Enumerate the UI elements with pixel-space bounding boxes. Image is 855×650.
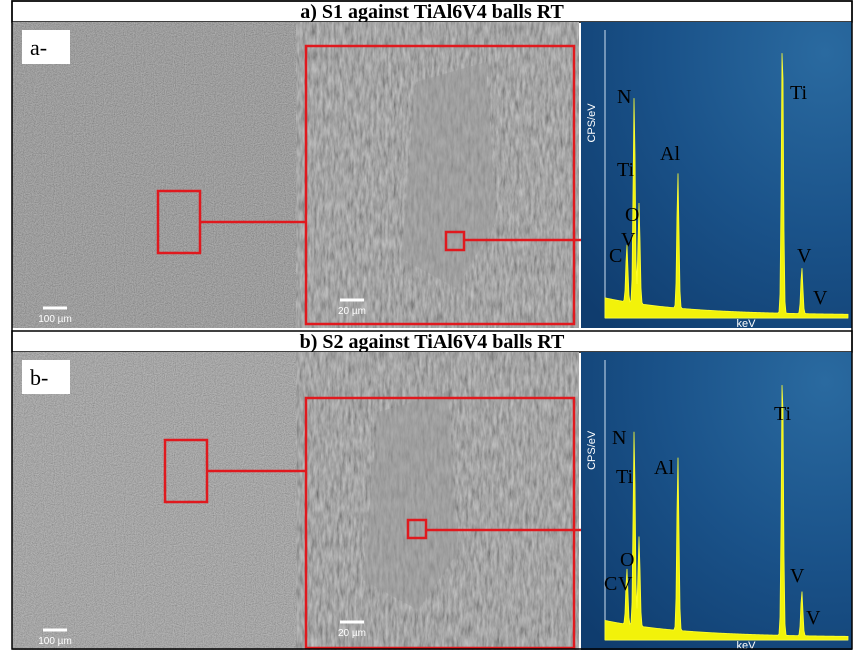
- scale-label: 20 µm: [338, 628, 366, 639]
- peak-label: N: [612, 427, 626, 449]
- peak-label: V: [813, 287, 828, 309]
- peak-label: Al: [660, 143, 680, 165]
- peak-label: V: [621, 229, 636, 251]
- peak-label: V: [797, 245, 812, 267]
- peak-label: Ti: [617, 159, 635, 181]
- peak-label: V: [790, 565, 805, 587]
- overview-texture: [12, 352, 296, 650]
- peak-label: V: [618, 573, 633, 595]
- peak-label: C: [609, 245, 622, 267]
- x-axis-label: keV: [737, 318, 757, 330]
- y-axis-label: CPS/eV: [586, 103, 598, 143]
- peak-label: O: [620, 549, 634, 571]
- scale-label: 20 µm: [338, 306, 366, 317]
- peak-label: O: [625, 204, 639, 226]
- peak-label: Al: [654, 457, 674, 479]
- panel-label: a-: [30, 35, 47, 60]
- spectrum-background: [581, 352, 852, 650]
- peak-label: Ti: [616, 466, 634, 488]
- panel-title: a) S1 against TiAl6V4 balls RT: [300, 1, 564, 23]
- peak-label: N: [617, 86, 631, 108]
- peak-label: Ti: [774, 403, 792, 425]
- panel-title: b) S2 against TiAl6V4 balls RT: [300, 331, 565, 353]
- overview-texture: [12, 22, 296, 328]
- scale-label: 100 µm: [38, 314, 72, 325]
- y-axis-label: CPS/eV: [586, 430, 598, 470]
- scale-label: 100 µm: [38, 636, 72, 647]
- peak-label: Ti: [790, 82, 808, 104]
- panel-label: b-: [30, 365, 48, 390]
- figure: a) S1 against TiAl6V4 balls RT a- 100 µm 20…: [0, 0, 855, 650]
- peak-label: C: [604, 573, 617, 595]
- peak-label: V: [806, 607, 821, 629]
